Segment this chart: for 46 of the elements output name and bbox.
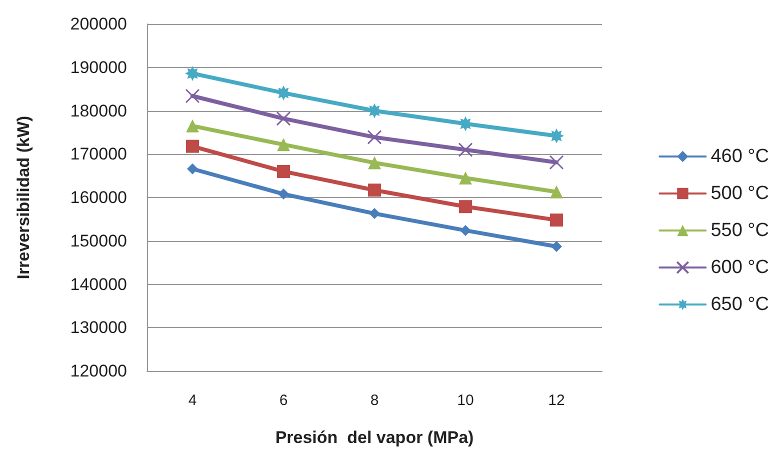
y-tick-label: 120000	[70, 362, 127, 380]
y-tick-label: 170000	[70, 144, 127, 164]
x-axis-title: Presión del vapor (MPa)	[275, 428, 474, 447]
legend-label: 600 °C	[710, 257, 770, 278]
x-tick-label: 4	[188, 392, 197, 409]
y-tick-label: 180000	[70, 101, 127, 120]
point	[277, 138, 290, 152]
legend-label: 550 °C	[710, 220, 770, 241]
point	[458, 116, 473, 132]
point	[278, 188, 289, 200]
point	[368, 184, 381, 197]
point	[459, 171, 472, 184]
point	[276, 85, 291, 100]
legend-label: 500 °C	[710, 183, 770, 204]
x-tick-label: 8	[370, 392, 379, 409]
point	[367, 103, 382, 118]
y-tick-label: 160000	[70, 188, 127, 207]
point	[187, 163, 198, 174]
point	[276, 111, 291, 126]
point	[550, 214, 563, 227]
x-tick-label: 12	[548, 392, 565, 409]
point	[549, 155, 564, 170]
point	[369, 208, 380, 220]
point	[550, 185, 563, 198]
legend-label: 460 °C	[710, 146, 770, 167]
point	[458, 142, 473, 158]
y-axis-title: Irreversibilidad (kW)	[14, 116, 33, 280]
y-tick-label: 140000	[70, 274, 127, 294]
point	[277, 164, 290, 178]
point	[185, 66, 200, 81]
point	[459, 200, 472, 214]
y-tick-label: 150000	[70, 231, 127, 250]
point	[186, 140, 199, 153]
point	[186, 119, 199, 132]
x-tick-label: 6	[279, 392, 288, 409]
point	[185, 88, 200, 104]
point	[460, 224, 471, 236]
point	[551, 241, 562, 252]
y-tick-label: 190000	[70, 58, 127, 77]
point	[549, 128, 564, 144]
y-tick-label: 200000	[70, 14, 127, 34]
point	[368, 156, 381, 170]
x-tick-label: 10	[457, 392, 474, 409]
legend-label: 650 °C	[710, 294, 770, 315]
y-tick-label: 130000	[70, 318, 127, 338]
point	[367, 130, 382, 144]
